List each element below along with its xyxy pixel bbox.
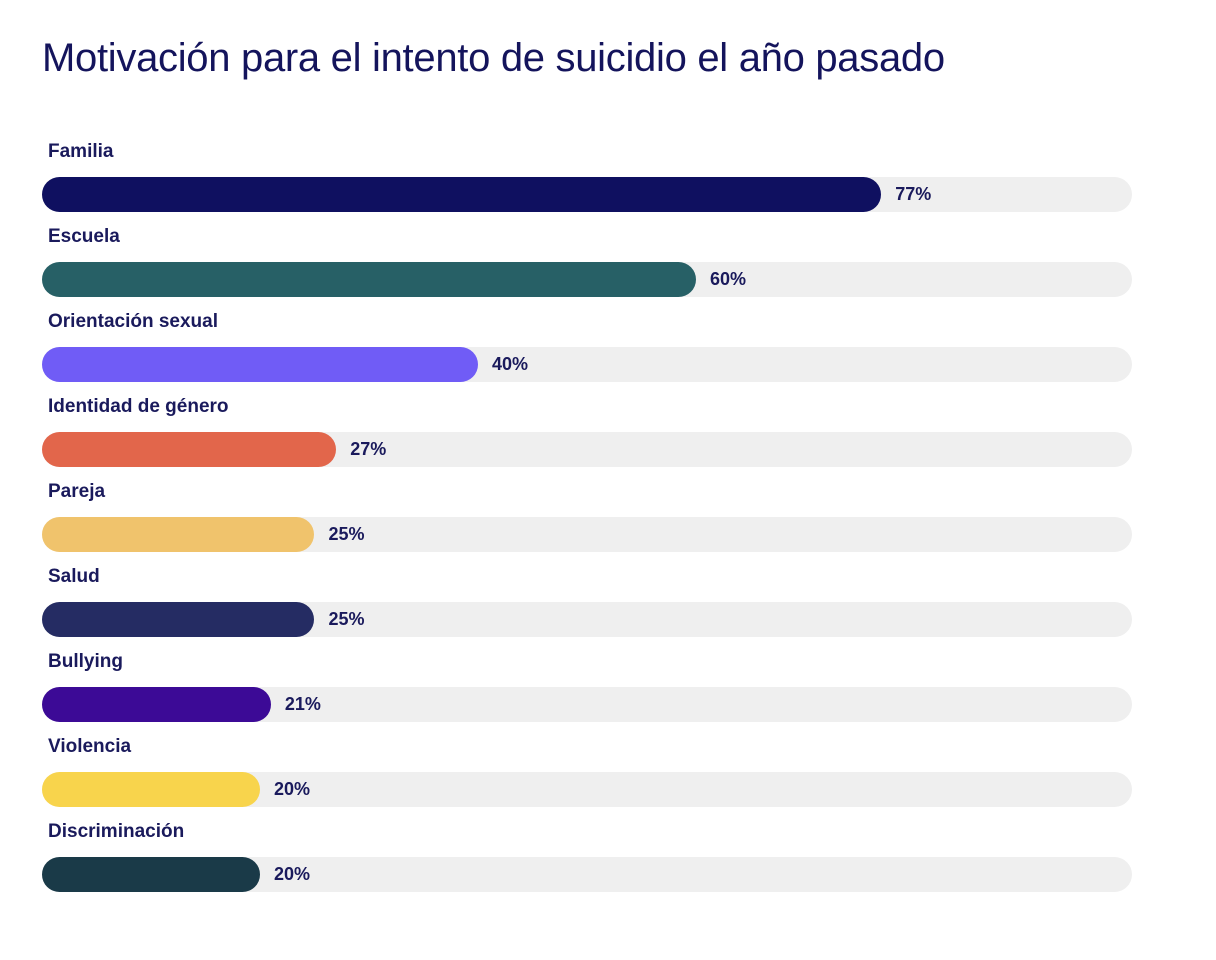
value-label: 40%: [491, 354, 528, 374]
value-label: 20%: [273, 779, 310, 799]
bar: [42, 177, 882, 212]
bar-track: [42, 602, 1132, 637]
category-label: Identidad de género: [48, 396, 229, 417]
bar: [42, 857, 260, 892]
bar: [42, 347, 478, 382]
category-label: Pareja: [48, 481, 106, 502]
bar-track: [42, 177, 1132, 212]
category-label: Bullying: [48, 651, 123, 672]
category-label: Violencia: [48, 736, 132, 757]
bar: [42, 687, 271, 722]
value-label: 77%: [895, 184, 932, 204]
bar-track: [42, 857, 1132, 892]
value-label: 60%: [709, 269, 746, 289]
bar-track: [42, 262, 1132, 297]
category-label: Discriminación: [48, 821, 185, 842]
bar-track: [42, 687, 1132, 722]
value-label: 25%: [328, 524, 365, 544]
bar: [42, 517, 315, 552]
chart-title: Motivación para el intento de suicidio e…: [42, 36, 945, 80]
bar-track: [42, 347, 1132, 382]
category-label: Salud: [48, 566, 100, 587]
value-label: 21%: [284, 694, 321, 714]
bar-track: [42, 517, 1132, 552]
bar-track: [42, 772, 1132, 807]
value-label: 25%: [328, 609, 365, 629]
value-label: 20%: [273, 864, 310, 884]
value-label: 27%: [350, 439, 387, 459]
category-label: Escuela: [48, 226, 120, 247]
category-label: Orientación sexual: [48, 311, 219, 332]
bar-track: [42, 432, 1132, 467]
bar: [42, 772, 260, 807]
category-label: Familia: [48, 141, 114, 162]
bar: [42, 262, 696, 297]
bar: [42, 432, 337, 467]
bar: [42, 602, 315, 637]
